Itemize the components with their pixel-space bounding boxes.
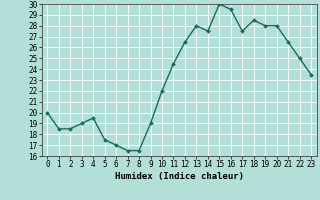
- X-axis label: Humidex (Indice chaleur): Humidex (Indice chaleur): [115, 172, 244, 181]
